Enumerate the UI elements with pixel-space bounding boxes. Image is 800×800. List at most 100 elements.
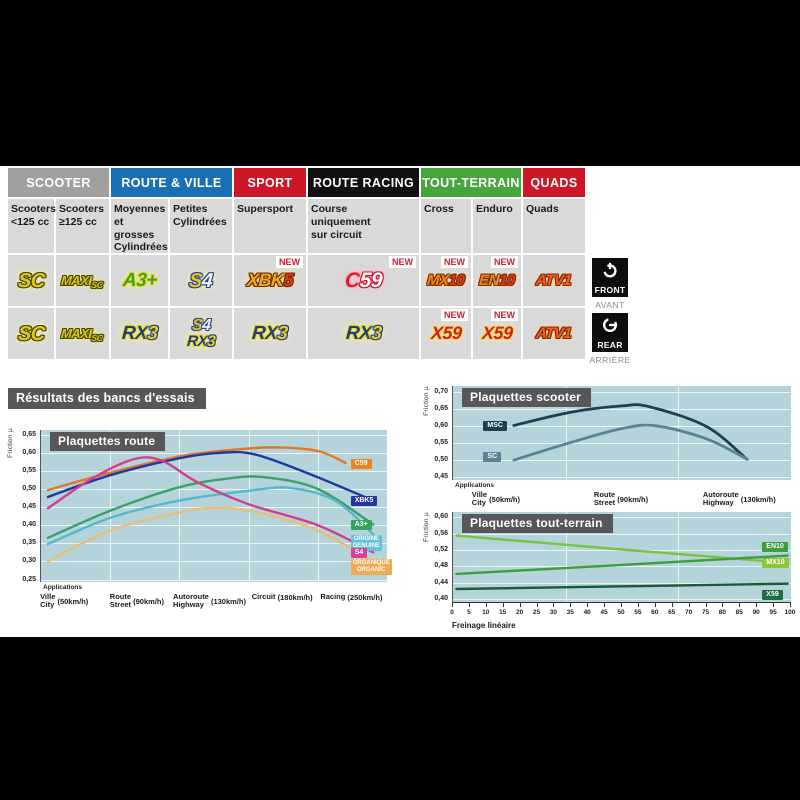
series-label-C59: C59 xyxy=(350,458,372,469)
gridline-y xyxy=(41,434,387,436)
product-cell: NEW EN10 xyxy=(473,255,521,306)
y-tick-label: 0,55 xyxy=(434,438,448,446)
subcategory-cell: Moyennes et grosses Cylindrées xyxy=(111,199,168,253)
gridline-y xyxy=(453,517,791,519)
product-badge-A3plus: A3+ xyxy=(121,270,158,291)
x-label-speed: (90km/h) xyxy=(615,494,649,504)
gridline-y xyxy=(453,582,791,584)
arriere-label: ARRIÈRE xyxy=(589,355,631,365)
x-label-words: Route Street xyxy=(593,490,616,508)
chart-title: Plaquettes scooter xyxy=(462,388,591,407)
product-cell: NEW X59 xyxy=(421,308,471,359)
x-tick-mark xyxy=(671,603,673,607)
series-label-line: ORGANIC xyxy=(357,567,386,574)
x-axis-label: Autoroute Highway (130km/h) xyxy=(173,592,246,610)
x-tick-mark xyxy=(604,603,606,607)
y-tick-label: 0,55 xyxy=(22,466,36,474)
subcategory-line: Cylindrées xyxy=(114,241,168,254)
new-badge: NEW xyxy=(276,256,303,268)
series-label-X59: X59 xyxy=(762,589,783,600)
product-cell: RX3 xyxy=(111,308,168,359)
new-badge: NEW xyxy=(441,256,468,268)
series-label-ORGANIQUE / ORGANIC: ORGANIQUE ORGANIC xyxy=(350,559,392,576)
product-cell: NEW MX10 xyxy=(421,255,471,306)
x-label-words: Autoroute Highway xyxy=(702,490,739,508)
product-cell: ATV1 xyxy=(523,308,585,359)
gridline-x xyxy=(678,386,680,480)
product-badge-ATV1: ATV1 xyxy=(535,324,573,342)
x-axis-name: Freinage linéaire xyxy=(452,621,516,630)
category-cell: ROUTE RACING xyxy=(308,168,419,197)
x-axis-label: Circuit (180km/h) xyxy=(252,593,313,602)
subcategory-line: Scooters xyxy=(11,203,56,215)
chart-plaquettes-scooter: Friction µ Plaquettes scooter MSC SC 0,70… xyxy=(423,382,798,508)
x-tick-label: 95 xyxy=(769,609,777,616)
y-tick-label: 0,35 xyxy=(22,539,36,547)
series-lines xyxy=(455,534,789,591)
x-tick-label: 40 xyxy=(583,609,591,616)
series-label-line: MX10 xyxy=(766,559,785,567)
x-axis-label: Ville City (50km/h) xyxy=(40,592,88,610)
x-tick-label: 65 xyxy=(668,609,676,616)
y-tick-label: 0,60 xyxy=(434,421,448,429)
gridline-y xyxy=(453,566,791,568)
product-cell: S4 RX3 xyxy=(170,308,232,359)
subcategory-line: sur circuit xyxy=(311,228,362,241)
series-label-XBK5: XBK5 xyxy=(350,495,378,506)
x-tick-label: 75 xyxy=(701,609,710,616)
y-tick-label: 0,50 xyxy=(22,485,36,492)
y-tick-label: 0,65 xyxy=(22,430,36,438)
x-tick-label: 5 xyxy=(467,609,471,616)
x-tick-mark xyxy=(570,603,572,607)
x-label-speed: (130km/h) xyxy=(208,596,246,606)
x-tick-mark xyxy=(587,603,589,607)
x-label-speed: (250km/h) xyxy=(345,593,383,602)
series-line-X59 xyxy=(455,582,789,591)
applications-label: Applications xyxy=(43,584,83,591)
section-title: Résultats des bancs d'essais xyxy=(8,388,206,409)
series-label-line: GENUINE xyxy=(352,542,381,549)
chart-title: Plaquettes tout-terrain xyxy=(462,514,613,533)
gridline-y xyxy=(453,425,791,427)
x-label-speed: (180km/h) xyxy=(275,593,313,602)
product-badge-X59: X59 xyxy=(481,323,513,343)
x-tick-mark xyxy=(519,603,521,607)
gridline-y xyxy=(453,391,791,393)
gridline-x xyxy=(317,430,319,582)
subcategory-line: ≥125 cc xyxy=(59,215,97,228)
series-lines xyxy=(512,403,749,462)
x-tick-label: 60 xyxy=(651,609,659,616)
plot-area: Plaquettes route C59 XBK5 A3+ ORIGINE GENUIN… xyxy=(40,430,392,582)
y-tick-label: 0,25 xyxy=(22,575,36,583)
gridline-x xyxy=(565,386,567,480)
gridline-y xyxy=(453,442,791,444)
gridline-y xyxy=(41,543,387,545)
x-tick-mark xyxy=(756,603,758,607)
series-label-line: ORIGINE xyxy=(353,536,380,543)
subcategory-cell: Scooters <125 cc xyxy=(8,199,56,253)
series-label-line: C59 xyxy=(354,459,368,467)
x-tick-label: 25 xyxy=(532,609,541,616)
product-badge-S4: S4 xyxy=(188,269,214,292)
product-badge-MAXISC: MAXISC xyxy=(60,325,104,343)
series-label-line: XBK5 xyxy=(354,496,374,504)
subcategory-line: Supersport xyxy=(237,203,294,215)
product-cell: RX3 xyxy=(308,308,419,359)
x-tick-label: 20 xyxy=(515,609,524,616)
bottom-letterbox xyxy=(0,637,800,800)
gridline-y xyxy=(453,598,791,600)
gridline-x xyxy=(565,512,567,602)
x-tick-mark xyxy=(637,603,639,607)
subcategory-line: Petites xyxy=(173,203,208,215)
x-label-words: Circuit xyxy=(251,592,276,602)
x-tick-label: 80 xyxy=(718,609,727,616)
series-line-XBK5 xyxy=(46,450,375,502)
x-tick-label: 90 xyxy=(752,609,760,616)
y-tick-label: 0,45 xyxy=(22,503,36,511)
product-cell: RX3 xyxy=(234,308,306,359)
gridline-x xyxy=(110,430,112,582)
subcategory-line: Course xyxy=(311,203,348,215)
chart-plaquettes-tout-terrain: Friction µ Plaquettes tout-terrain MX10 E… xyxy=(423,508,798,634)
front-products-row: SC MAXISC A3+ S4 NEW XBK5 NEW C59 NEW MX10 NEW EN10… xyxy=(8,255,586,306)
